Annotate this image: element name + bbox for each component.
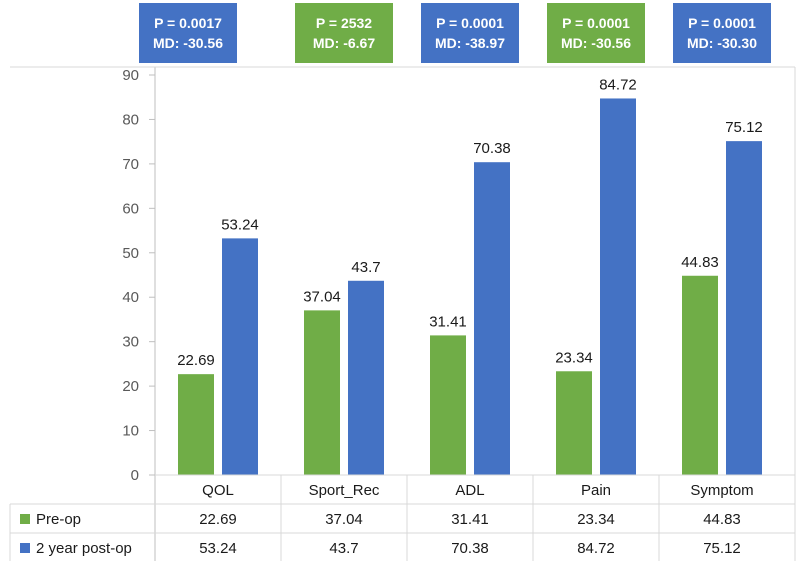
data-label-post-op-sport-rec: 43.7 [351,259,380,276]
bar-post-op-sport-rec [348,280,384,475]
y-tick-label: 50 [122,245,139,262]
y-tick-label: 20 [122,378,139,395]
legend-key-post-op [20,543,30,553]
stat-box: P = 0.0001 MD: -38.97 [421,3,519,63]
stat-box: P = 0.0001 MD: -30.30 [673,3,771,63]
data-label-pre-op-qol: 22.69 [177,352,215,369]
bar-pre-op-adl [430,335,466,475]
y-tick-label: 80 [122,111,139,128]
table-cell: 31.41 [451,511,489,528]
data-label-post-op-symptom: 75.12 [725,119,763,136]
stat-box: P = 0.0017 MD: -30.56 [139,3,237,63]
legend-key-pre-op [20,514,30,524]
stat-box: P = 2532 MD: -6.67 [295,3,393,63]
y-tick-label: 30 [122,334,139,351]
y-tick-label: 10 [122,423,139,440]
mean-difference: MD: -30.56 [152,35,224,51]
table-cell: 44.83 [703,511,741,528]
category-label: ADL [455,482,484,499]
table-cell: 43.7 [329,540,358,557]
y-tick-label: 90 [122,67,139,84]
bar-post-op-qol [222,238,258,475]
table-cell: 53.24 [199,540,237,557]
bar-pre-op-sport-rec [304,310,340,475]
table-cell: 22.69 [199,511,237,528]
category-label: QOL [202,482,234,499]
stat-box: P = 0.0001 MD: -30.56 [547,3,645,63]
p-value: P = 0.0017 [154,15,222,31]
data-label-post-op-pain: 84.72 [599,76,637,93]
mean-difference: MD: -6.67 [312,35,376,51]
bar-pre-op-pain [556,371,592,475]
bar-post-op-pain [600,98,636,475]
table-cell: 75.12 [703,540,741,557]
legend-label: 2 year post-op [36,540,132,557]
y-tick-label: 70 [122,156,139,173]
mean-difference: MD: -30.56 [560,35,632,51]
y-tick-label: 60 [122,200,139,217]
data-label-pre-op-pain: 23.34 [555,349,593,366]
p-value: P = 2532 [315,15,373,31]
table-cell: 37.04 [325,511,363,528]
table-cell: 23.34 [577,511,615,528]
data-label-pre-op-sport-rec: 37.04 [303,288,341,305]
data-label-pre-op-symptom: 44.83 [681,254,719,271]
category-label: Pain [581,482,611,499]
y-tick-label: 0 [131,467,139,484]
data-label-post-op-adl: 70.38 [473,140,511,157]
bar-post-op-symptom [726,141,762,475]
category-label: Symptom [690,482,753,499]
bar-pre-op-symptom [682,275,718,475]
p-value: P = 0.0001 [688,15,756,31]
bar-post-op-adl [474,162,510,475]
legend-label: Pre-op [36,511,81,528]
data-label-post-op-qol: 53.24 [221,216,259,233]
category-label: Sport_Rec [309,482,380,499]
p-value: P = 0.0001 [436,15,504,31]
table-cell: 84.72 [577,540,615,557]
mean-difference: MD: -30.30 [686,35,758,51]
y-tick-label: 40 [122,289,139,306]
p-value: P = 0.0001 [562,15,630,31]
bar-pre-op-qol [178,374,214,475]
table-cell: 70.38 [451,540,489,557]
mean-difference: MD: -38.97 [434,35,506,51]
data-label-pre-op-adl: 31.41 [429,313,467,330]
